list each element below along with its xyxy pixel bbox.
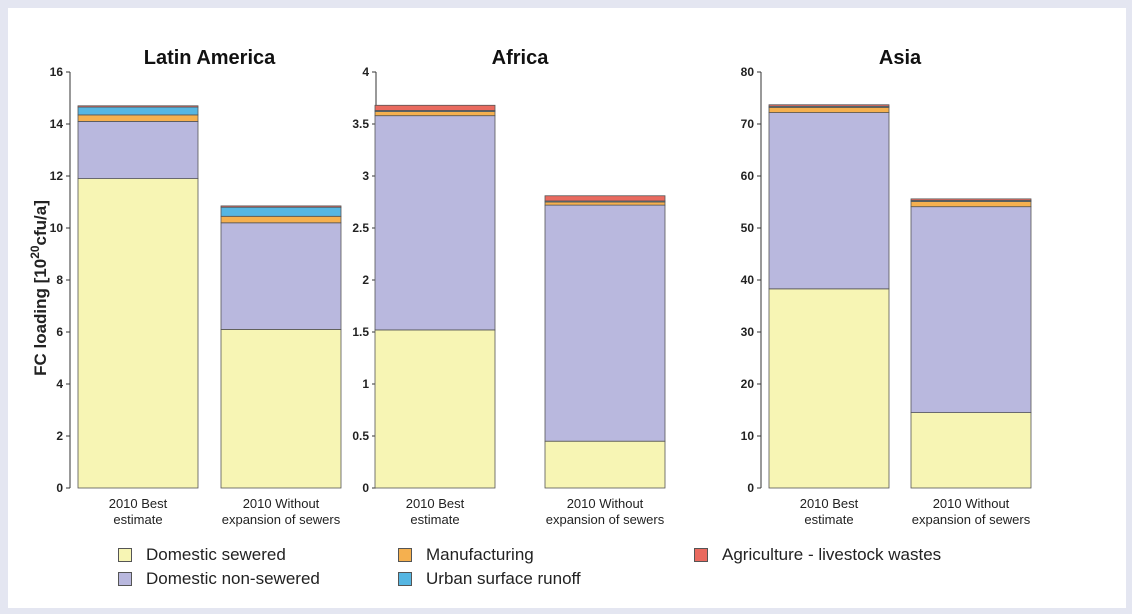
bar-segment	[220, 215, 342, 224]
x-tick-label: 2010 Best	[800, 496, 859, 511]
chart-canvas: FC loading [1020cfu/a] 0246810121416Lati…	[28, 47, 1032, 527]
y-tick-label: 2	[362, 273, 369, 287]
bar-segment	[77, 178, 199, 489]
y-tick-label: 4	[56, 377, 63, 391]
y-tick-label: 0	[747, 481, 754, 495]
y-tick-label: 50	[741, 221, 755, 235]
y-tick-label: 12	[50, 169, 64, 183]
x-tick-label: 2010 Best	[406, 496, 465, 511]
legend: Domestic sewered Domestic non-sewered Manu…	[118, 545, 1018, 605]
y-tick-label: 4	[362, 65, 369, 79]
legend-label: Agriculture - livestock wastes	[722, 545, 942, 564]
bar-segment	[910, 198, 1032, 201]
bar-segment	[77, 121, 199, 180]
legend-item: Domestic sewered	[118, 545, 286, 565]
bar-segment	[220, 205, 342, 208]
bar-segment	[374, 115, 496, 331]
y-tick-label: 0.5	[352, 429, 369, 443]
legend-label: Manufacturing	[426, 545, 534, 564]
bar-segment	[77, 114, 199, 122]
legend-label: Domestic non-sewered	[146, 569, 320, 588]
bar-segment	[374, 329, 496, 489]
x-tick-label: expansion of sewers	[546, 512, 665, 527]
y-tick-label: 70	[741, 117, 755, 131]
y-tick-label: 10	[741, 429, 755, 443]
bar-segment	[220, 222, 342, 330]
y-tick-label: 8	[56, 273, 63, 287]
bar-segment	[910, 206, 1032, 413]
x-tick-label: 2010 Without	[243, 496, 320, 511]
legend-swatch	[398, 572, 412, 586]
bar-segment	[77, 106, 199, 116]
legend-swatch	[118, 548, 132, 562]
legend-item: Manufacturing	[398, 545, 534, 565]
y-tick-label: 1	[362, 377, 369, 391]
x-tick-label: estimate	[804, 512, 853, 527]
bar-segment	[768, 288, 890, 489]
bar-segment	[768, 106, 890, 113]
y-tick-label: 3	[362, 169, 369, 183]
y-axis-label-tail: cfu/a]	[31, 200, 50, 245]
y-tick-label: 1.5	[352, 325, 369, 339]
y-axis-label-sup: 20	[28, 245, 42, 259]
bar-segment	[544, 440, 666, 489]
y-tick-label: 60	[741, 169, 755, 183]
bar-segment	[374, 104, 496, 111]
bar-segment	[374, 111, 496, 117]
y-tick-label: 14	[50, 117, 64, 131]
y-axis-label: FC loading [1020cfu/a]	[28, 200, 50, 376]
y-tick-label: 3.5	[352, 117, 369, 131]
legend-swatch	[694, 548, 708, 562]
figure-panel: FC loading [1020cfu/a] 0 2 4 6 8 10 12 14 16 Lati…	[8, 8, 1126, 608]
legend-swatch	[118, 572, 132, 586]
bar-segment	[544, 195, 666, 202]
x-tick-label: estimate	[410, 512, 459, 527]
panel-title: Asia	[879, 47, 922, 69]
legend-label: Domestic sewered	[146, 545, 286, 564]
bar-segment	[910, 412, 1032, 489]
bar-segment	[544, 204, 666, 442]
legend-item: Domestic non-sewered	[118, 569, 320, 589]
legend-item: Urban surface runoff	[398, 569, 581, 589]
x-tick-label: expansion of sewers	[222, 512, 341, 527]
x-tick-label: 2010 Without	[567, 496, 644, 511]
y-tick-label: 80	[741, 65, 755, 79]
y-tick-label: 20	[741, 377, 755, 391]
y-tick-label: 30	[741, 325, 755, 339]
y-tick-label: 16	[50, 65, 64, 79]
x-tick-label: 2010 Without	[933, 496, 1010, 511]
y-axis-label-main: FC loading [10	[31, 259, 50, 376]
bar-segment	[220, 328, 342, 489]
y-tick-label: 2	[56, 429, 63, 443]
x-tick-label: estimate	[113, 512, 162, 527]
bar-segment	[544, 201, 666, 206]
bar-segment	[220, 206, 342, 217]
legend-item: Agriculture - livestock wastes	[694, 545, 941, 565]
y-tick-label: 6	[56, 325, 63, 339]
panel-title: Africa	[492, 47, 550, 69]
bar-segment	[77, 105, 199, 108]
panel-title: Latin America	[144, 47, 276, 69]
legend-label: Urban surface runoff	[426, 569, 581, 588]
x-tick-label: 2010 Best	[109, 496, 168, 511]
bar-segment	[910, 201, 1032, 208]
y-tick-label: 40	[741, 273, 755, 287]
bar-segment	[768, 104, 890, 107]
y-tick-label: 2.5	[352, 221, 369, 235]
y-tick-label: 10	[50, 221, 64, 235]
x-tick-label: expansion of sewers	[912, 512, 1031, 527]
y-tick-label: 0	[362, 481, 369, 495]
y-tick-label: 0	[56, 481, 63, 495]
legend-swatch	[398, 548, 412, 562]
bar-segment	[768, 112, 890, 290]
